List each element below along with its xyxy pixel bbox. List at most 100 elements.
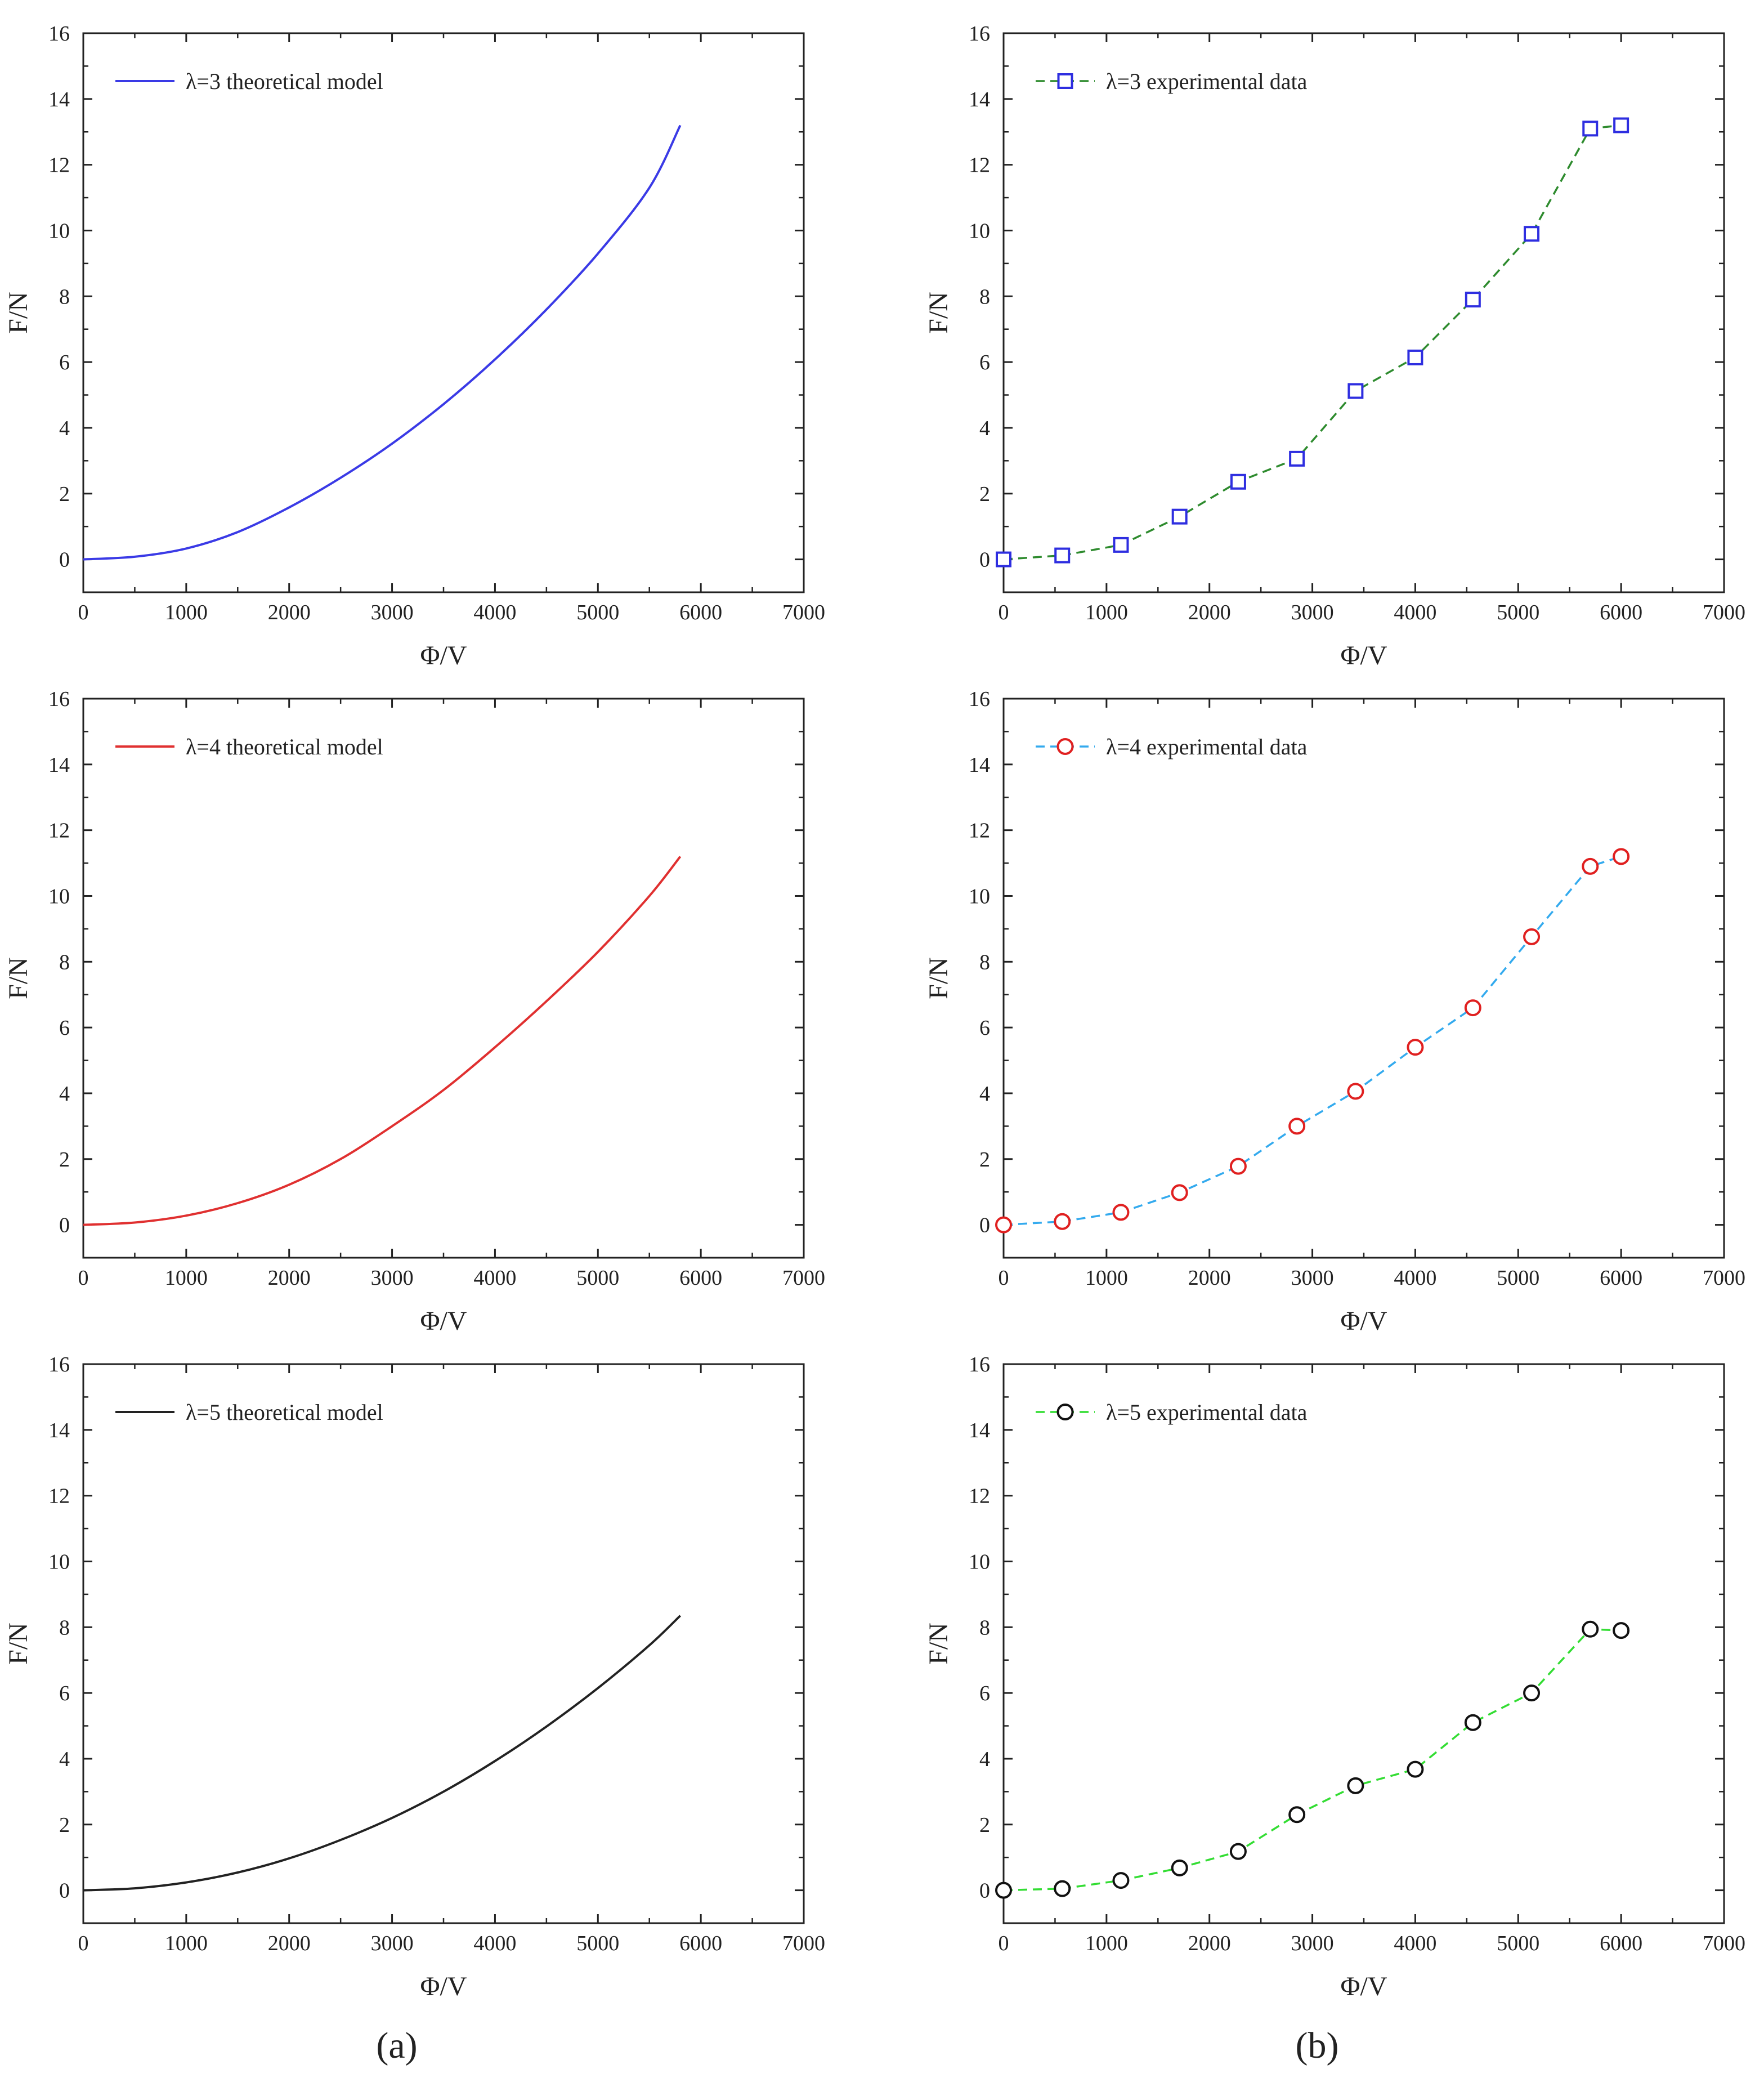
data-point bbox=[1229, 1158, 1247, 1175]
x-tick-label: 0 bbox=[999, 1266, 1009, 1290]
y-tick-label: 2 bbox=[59, 482, 70, 506]
legend: λ=5 theoretical model bbox=[115, 1400, 383, 1425]
data-point bbox=[1054, 547, 1071, 564]
data-point bbox=[1289, 450, 1305, 467]
y-tick-label: 14 bbox=[969, 753, 990, 777]
y-tick-label: 2 bbox=[979, 482, 990, 506]
legend-marker-sample bbox=[1056, 1404, 1074, 1420]
x-tick-label: 2000 bbox=[268, 1932, 311, 1955]
chart-theory-l5: 0 1000 2000 3000 4000 5000 6000 7000 0 2 4 6 8 10 12 14… bbox=[3, 1353, 825, 2001]
y-tick-label: 12 bbox=[48, 819, 70, 843]
data-point bbox=[1464, 1714, 1481, 1731]
y-tick-label: 6 bbox=[979, 1682, 990, 1705]
x-tick-label: 1000 bbox=[1085, 1266, 1128, 1290]
data-point bbox=[1407, 349, 1423, 365]
y-tick-label: 12 bbox=[48, 1485, 70, 1508]
x-axis-title: Φ/V bbox=[1340, 641, 1387, 671]
data-point bbox=[1613, 117, 1629, 133]
y-tick-label: 14 bbox=[48, 1419, 70, 1442]
y-tick-label: 0 bbox=[59, 1879, 70, 1903]
y-tick-label: 14 bbox=[48, 753, 70, 777]
plot-frame bbox=[1002, 1363, 1725, 1924]
y-tick-label: 4 bbox=[979, 1082, 990, 1106]
x-tick-label: 1000 bbox=[165, 601, 208, 624]
x-tick-label: 3000 bbox=[1291, 1932, 1334, 1955]
data-point bbox=[1171, 1184, 1188, 1201]
data-point bbox=[995, 1882, 1012, 1899]
y-tick-label: 14 bbox=[48, 88, 70, 111]
x-tick-label: 4000 bbox=[1394, 1932, 1436, 1955]
y-tick-label: 14 bbox=[969, 88, 990, 111]
y-tick-label: 6 bbox=[979, 351, 990, 374]
y-tick-label: 12 bbox=[969, 1485, 990, 1508]
x-tick-label: 1000 bbox=[1085, 1932, 1128, 1955]
x-tick-label: 3000 bbox=[371, 601, 414, 624]
y-tick-label: 16 bbox=[969, 1353, 990, 1377]
y-tick-label: 2 bbox=[979, 1813, 990, 1837]
legend-label: λ=4 theoretical model bbox=[186, 734, 383, 759]
y-tick-label: 16 bbox=[48, 1353, 70, 1377]
data-point bbox=[1288, 1118, 1306, 1135]
y-tick-label: 6 bbox=[59, 351, 70, 374]
y-tick-label: 12 bbox=[48, 154, 70, 177]
series-line bbox=[83, 856, 682, 1226]
y-tick-label: 10 bbox=[48, 884, 70, 908]
x-tick-label: 5000 bbox=[1497, 601, 1539, 624]
legend-marker-sample bbox=[1057, 73, 1073, 89]
data-point bbox=[1054, 1213, 1071, 1230]
y-tick-label: 6 bbox=[979, 1016, 990, 1040]
data-point bbox=[1582, 120, 1599, 137]
series-line bbox=[1003, 124, 1622, 561]
x-tick-label: 0 bbox=[78, 1266, 89, 1290]
chart-exp-l3: 0 1000 2000 3000 4000 5000 6000 7000 0 2 4 6 8 10 12 14… bbox=[924, 22, 1745, 671]
x-axis-title: Φ/V bbox=[420, 1972, 467, 2001]
data-point bbox=[1230, 473, 1246, 490]
x-tick-label: 4000 bbox=[473, 1932, 516, 1955]
legend-label: λ=3 theoretical model bbox=[186, 69, 383, 94]
legend-marker-sample bbox=[1056, 738, 1074, 755]
y-tick-label: 14 bbox=[969, 1419, 990, 1442]
y-tick-label: 2 bbox=[979, 1148, 990, 1172]
x-tick-label: 5000 bbox=[1497, 1932, 1539, 1955]
plot-frame bbox=[1002, 698, 1725, 1259]
x-tick-label: 1000 bbox=[165, 1266, 208, 1290]
chart-exp-l5: 0 1000 2000 3000 4000 5000 6000 7000 0 2 4 6 8 10 12 14… bbox=[924, 1353, 1745, 2001]
chart-theory-l3: 0 1000 2000 3000 4000 5000 6000 7000 0 2 4 6 8 10 12 14… bbox=[3, 22, 825, 671]
y-axis-title: F/N bbox=[924, 1623, 953, 1665]
x-tick-label: 7000 bbox=[782, 1266, 825, 1290]
data-point bbox=[1407, 1760, 1424, 1778]
y-tick-label: 8 bbox=[979, 285, 990, 309]
y-tick-label: 6 bbox=[59, 1682, 70, 1705]
x-tick-label: 6000 bbox=[679, 1932, 722, 1955]
x-tick-label: 1000 bbox=[1085, 601, 1128, 624]
series-line bbox=[83, 124, 682, 561]
plot-frame bbox=[82, 698, 805, 1259]
data-point bbox=[1464, 999, 1481, 1017]
x-tick-label: 4000 bbox=[1394, 601, 1436, 624]
x-tick-label: 7000 bbox=[782, 1932, 825, 1955]
y-axis-title: F/N bbox=[924, 957, 953, 999]
x-tick-label: 2000 bbox=[268, 601, 311, 624]
x-tick-label: 7000 bbox=[1703, 601, 1745, 624]
y-tick-label: 4 bbox=[59, 417, 70, 440]
x-tick-label: 5000 bbox=[1497, 1266, 1539, 1290]
plot-frame bbox=[82, 32, 805, 593]
x-tick-label: 5000 bbox=[576, 601, 619, 624]
panel-label-b: (b) bbox=[1296, 2025, 1339, 2066]
y-tick-label: 0 bbox=[979, 1879, 990, 1903]
y-tick-label: 2 bbox=[59, 1813, 70, 1837]
y-tick-label: 0 bbox=[59, 548, 70, 572]
y-tick-label: 2 bbox=[59, 1148, 70, 1172]
data-point bbox=[1613, 848, 1630, 865]
y-tick-label: 16 bbox=[969, 22, 990, 46]
x-tick-label: 3000 bbox=[371, 1932, 414, 1955]
x-tick-label: 6000 bbox=[679, 601, 722, 624]
data-point bbox=[1171, 508, 1188, 525]
x-tick-label: 2000 bbox=[1188, 1266, 1231, 1290]
y-tick-label: 8 bbox=[979, 950, 990, 974]
x-tick-label: 2000 bbox=[268, 1266, 311, 1290]
y-tick-label: 0 bbox=[59, 1214, 70, 1237]
x-tick-label: 5000 bbox=[576, 1932, 619, 1955]
x-tick-label: 3000 bbox=[1291, 601, 1334, 624]
